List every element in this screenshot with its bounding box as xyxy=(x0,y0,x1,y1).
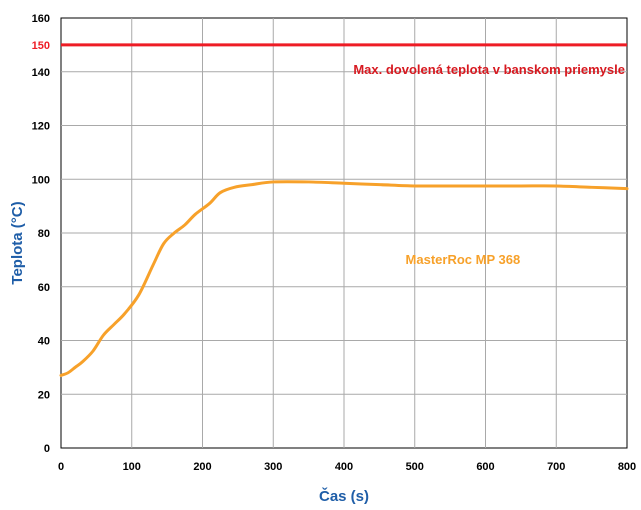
max-temperature-tick-label: 150 xyxy=(32,40,50,52)
x-axis-ticks: 0 100 200 300 400 500 600 700 800 xyxy=(58,461,636,473)
x-tick-label: 800 xyxy=(618,461,636,473)
x-tick-label: 400 xyxy=(335,461,353,473)
x-tick-label: 100 xyxy=(123,461,141,473)
y-tick-label: 20 xyxy=(38,389,50,401)
y-tick-label: 160 xyxy=(32,13,50,25)
horizontal-gridlines xyxy=(61,71,627,395)
x-tick-label: 600 xyxy=(476,461,494,473)
y-tick-label: 100 xyxy=(32,174,50,186)
x-tick-label: 0 xyxy=(58,461,64,473)
x-axis-title: Čas (s) xyxy=(319,487,369,505)
y-tick-label: 60 xyxy=(38,282,50,294)
y-tick-label: 120 xyxy=(32,121,50,133)
y-axis-title: Teplota (°C) xyxy=(9,201,26,284)
y-axis-ticks: 0 20 40 60 80 100 120 140 160 xyxy=(32,13,50,455)
max-temperature-label: Max. dovolená teplota v banskom priemysl… xyxy=(353,62,625,77)
x-tick-label: 300 xyxy=(264,461,282,473)
y-tick-label: 0 xyxy=(44,443,50,455)
x-tick-label: 700 xyxy=(547,461,565,473)
y-tick-label: 140 xyxy=(32,67,50,79)
series-line-masterroc xyxy=(59,180,629,377)
x-tick-label: 200 xyxy=(193,461,211,473)
y-tick-label: 40 xyxy=(38,336,50,348)
y-tick-label: 80 xyxy=(38,228,50,240)
series-label-masterroc: MasterRoc MP 368 xyxy=(406,252,521,267)
x-tick-label: 500 xyxy=(406,461,424,473)
